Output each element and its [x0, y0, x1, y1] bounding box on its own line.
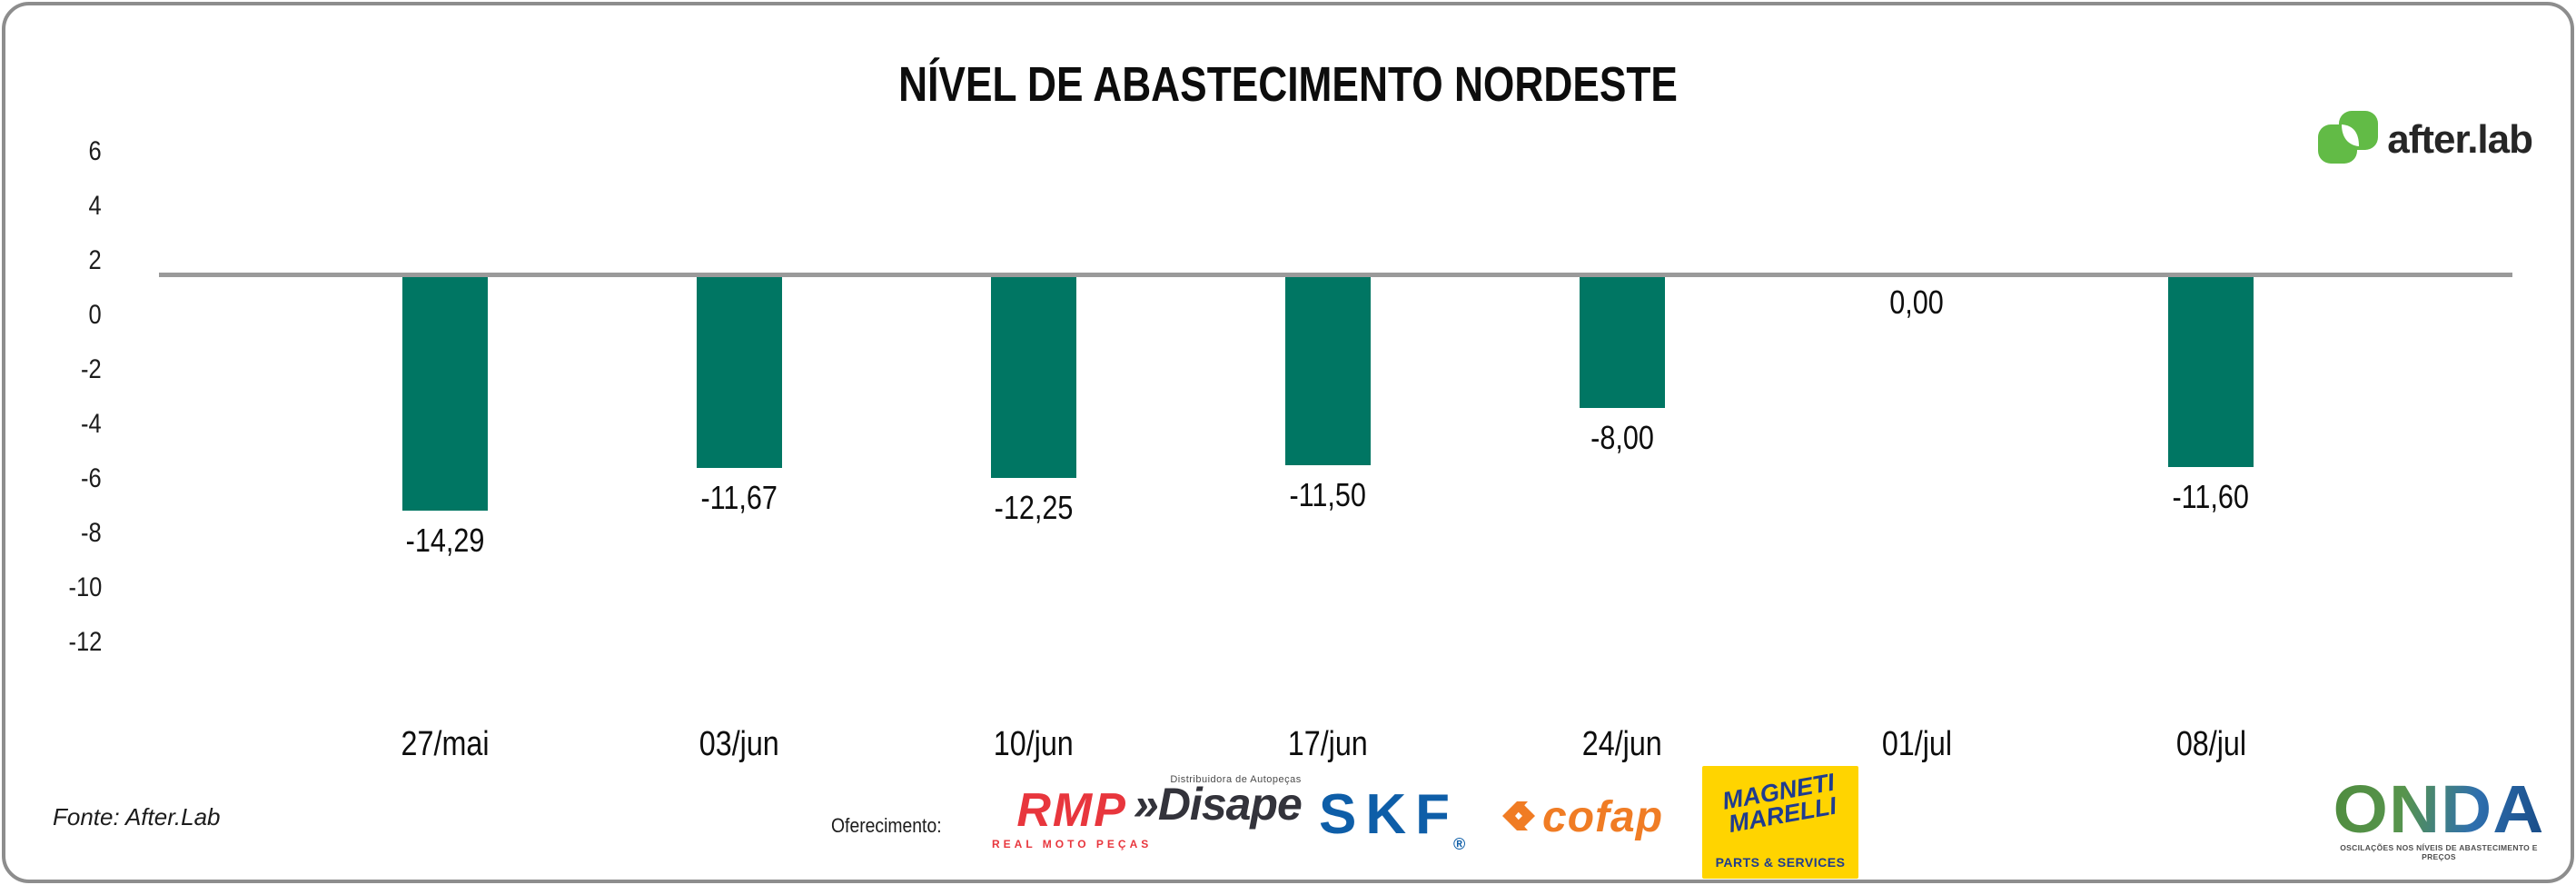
- bar-24/jun: [1580, 277, 1665, 408]
- y-axis-tick: -10: [68, 572, 102, 602]
- rmp-subtitle: REAL MOTO PEÇAS: [992, 838, 1153, 850]
- x-axis-label-03/jun: 03/jun: [698, 725, 779, 763]
- afterlab-wordmark: after.lab: [2387, 116, 2533, 162]
- disape-chevrons-icon: »: [1134, 779, 1159, 830]
- bar-08/jul: [2168, 277, 2254, 467]
- page-title: NÍVEL DE ABASTECIMENTO NORDESTE: [0, 56, 2576, 113]
- offering-label: Oferecimento:: [831, 814, 942, 837]
- x-axis-label-01/jul: 01/jul: [1881, 725, 1952, 763]
- sponsor-disape-logo: Distribuidora de Autopeças »Disape: [1134, 774, 1303, 830]
- y-axis-tick: 2: [88, 245, 102, 275]
- y-axis-tick: -8: [81, 518, 102, 548]
- cofap-x-icon: [1501, 800, 1537, 837]
- y-axis-tick: 4: [88, 191, 102, 221]
- rmp-wordmark: RMP: [1016, 784, 1127, 837]
- zero-baseline: [159, 273, 2512, 277]
- y-axis-tick: -2: [81, 354, 102, 384]
- sponsor-cofap-logo: cofap: [1501, 796, 1663, 840]
- y-axis-tick: -4: [81, 409, 102, 439]
- source-note: Fonte: After.Lab: [53, 803, 221, 830]
- page-title-text: NÍVEL DE ABASTECIMENTO NORDESTE: [898, 57, 1678, 112]
- value-label-17/jun: -11,50: [1289, 476, 1367, 513]
- bar-10/jun: [991, 277, 1076, 478]
- y-axis-tick: -6: [81, 463, 102, 493]
- value-label-01/jul: 0,00: [1889, 283, 1944, 321]
- onda-tagline: OSCILAÇÕES NOS NÍVEIS DE ABASTECIMENTO E…: [2340, 843, 2538, 862]
- value-label-03/jun: -11,67: [700, 479, 778, 516]
- magneti-wordmark: MAGNETI MARELLI: [1719, 768, 1838, 838]
- skf-registered-icon: ®: [1453, 835, 1466, 853]
- disape-tagline: Distribuidora de Autopeças: [1170, 774, 1302, 785]
- value-label-08/jul: -11,60: [2172, 478, 2250, 515]
- value-label-27/mai: -14,29: [405, 522, 485, 559]
- sponsor-skf-logo: SKF®: [1319, 787, 1465, 854]
- bar-27/mai: [402, 277, 488, 511]
- sponsor-magneti-marelli-logo: MAGNETI MARELLI PARTS & SERVICES: [1702, 766, 1858, 879]
- onda-wordmark: ONDA: [2333, 771, 2545, 847]
- afterlab-leaf-icon: [2318, 111, 2379, 168]
- y-axis-tick: 0: [88, 300, 102, 330]
- onda-logo: ONDA OSCILAÇÕES NOS NÍVEIS DE ABASTECIME…: [2325, 771, 2552, 862]
- sponsor-rmp-logo: RMP REAL MOTO PEÇAS: [992, 787, 1152, 850]
- skf-wordmark: SKF: [1319, 783, 1459, 846]
- afterlab-logo: after.lab: [2318, 111, 2533, 168]
- value-label-10/jun: -12,25: [994, 489, 1074, 526]
- x-axis-label-24/jun: 24/jun: [1581, 725, 1662, 763]
- bar-17/jun: [1285, 277, 1371, 465]
- x-axis-label-17/jun: 17/jun: [1287, 725, 1368, 763]
- y-axis-tick: -12: [68, 627, 102, 657]
- value-label-24/jun: -8,00: [1590, 419, 1654, 456]
- cofap-wordmark: cofap: [1542, 793, 1664, 841]
- bar-03/jun: [697, 277, 782, 468]
- x-axis-label-10/jun: 10/jun: [993, 725, 1074, 763]
- magneti-subtitle: PARTS & SERVICES: [1715, 855, 1846, 870]
- x-axis-label-27/mai: 27/mai: [401, 725, 490, 763]
- y-axis-tick: 6: [88, 136, 102, 166]
- disape-wordmark: »Disape: [1134, 779, 1303, 830]
- x-axis-label-08/jul: 08/jul: [2175, 725, 2246, 763]
